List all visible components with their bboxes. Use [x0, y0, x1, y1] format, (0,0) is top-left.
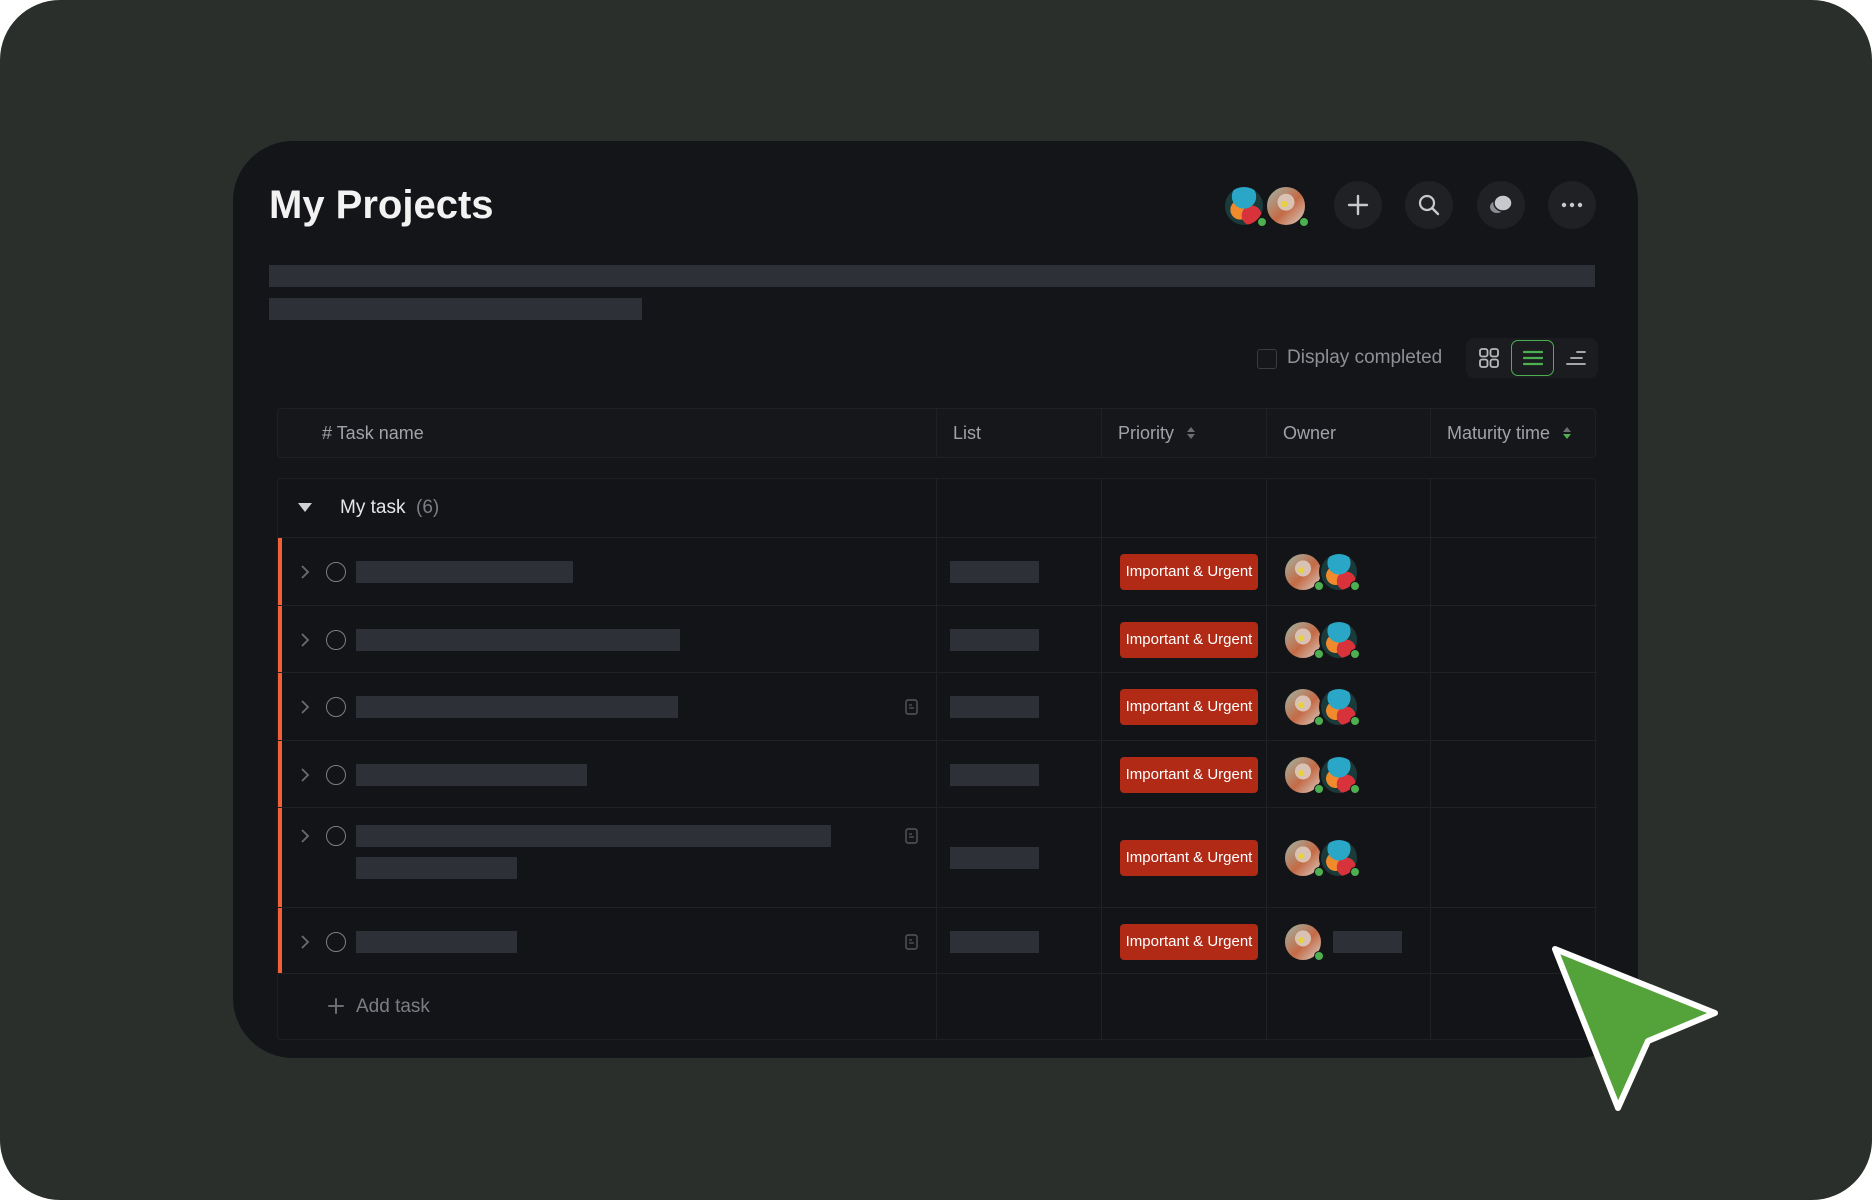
- task-row[interactable]: Important & Urgent: [278, 672, 1597, 740]
- owner-avatar[interactable]: [1283, 687, 1324, 727]
- owner-avatar[interactable]: [1319, 619, 1360, 660]
- owner-avatar[interactable]: [1319, 754, 1360, 795]
- owner-name-placeholder: [1333, 930, 1402, 953]
- sort-icon[interactable]: [1185, 425, 1197, 441]
- plus-icon: [328, 998, 344, 1014]
- priority-badge[interactable]: Important & Urgent: [1120, 689, 1258, 725]
- search-icon: [1418, 194, 1440, 216]
- complete-task-checkbox[interactable]: [326, 562, 346, 582]
- owner-avatar[interactable]: [1319, 687, 1360, 727]
- owner-avatar[interactable]: [1283, 619, 1324, 660]
- chat-button[interactable]: [1477, 181, 1525, 229]
- chevron-right-icon[interactable]: [300, 934, 310, 950]
- display-completed-label[interactable]: Display completed: [1287, 347, 1443, 368]
- owner-avatar[interactable]: [1319, 838, 1360, 878]
- description-placeholder: [269, 298, 642, 320]
- priority-badge[interactable]: Important & Urgent: [1120, 621, 1258, 658]
- task-name-placeholder[interactable]: [356, 696, 678, 718]
- add-button[interactable]: [1334, 181, 1382, 229]
- task-row[interactable]: Important & Urgent: [278, 740, 1597, 807]
- complete-task-checkbox[interactable]: [326, 764, 346, 785]
- view-switcher: [1466, 338, 1598, 378]
- sort-icon[interactable]: [1561, 425, 1573, 441]
- task-name-placeholder[interactable]: [356, 930, 517, 953]
- task-table: My task (6) Important & Urgent Important …: [277, 478, 1597, 1040]
- owner-avatar[interactable]: [1283, 552, 1324, 592]
- list-placeholder: [950, 763, 1039, 786]
- chevron-right-icon[interactable]: [300, 767, 310, 783]
- task-name-placeholder[interactable]: [356, 561, 573, 583]
- list-placeholder: [950, 930, 1039, 953]
- gantt-view-button[interactable]: [1555, 340, 1597, 376]
- group-color-marker: [278, 537, 282, 974]
- note-icon: [905, 699, 918, 715]
- grid-view-button[interactable]: [1468, 340, 1510, 376]
- gantt-icon: [1566, 351, 1586, 365]
- add-task-row[interactable]: Add task: [278, 973, 1597, 1040]
- column-owner[interactable]: Owner: [1266, 409, 1336, 457]
- column-maturity-label: Maturity time: [1447, 423, 1551, 443]
- chevron-right-icon[interactable]: [300, 564, 310, 580]
- add-task-label: Add task: [356, 996, 430, 1017]
- task-name-placeholder[interactable]: [356, 628, 680, 651]
- complete-task-checkbox[interactable]: [326, 931, 346, 952]
- grid-icon: [1479, 348, 1499, 368]
- chat-icon: [1490, 194, 1513, 213]
- search-button[interactable]: [1405, 181, 1453, 229]
- owner-avatar[interactable]: [1283, 921, 1324, 962]
- task-row[interactable]: Important & Urgent: [278, 907, 1597, 974]
- note-icon: [905, 828, 918, 844]
- page-title: My Projects: [269, 183, 494, 227]
- list-placeholder: [950, 847, 1039, 869]
- owner-avatar[interactable]: [1283, 838, 1324, 878]
- chevron-right-icon[interactable]: [300, 699, 310, 715]
- task-row[interactable]: Important & Urgent: [278, 537, 1597, 605]
- list-placeholder: [950, 696, 1039, 718]
- group-my-task[interactable]: My task (6): [278, 479, 936, 537]
- column-maturity-time[interactable]: Maturity time: [1430, 409, 1597, 457]
- more-icon: [1561, 202, 1583, 208]
- chevron-right-icon[interactable]: [300, 828, 310, 844]
- column-task-name[interactable]: # Task name: [322, 423, 424, 443]
- complete-task-checkbox[interactable]: [326, 826, 346, 846]
- list-icon: [1522, 350, 1543, 366]
- task-name-placeholder[interactable]: [356, 763, 587, 786]
- group-count: (6): [416, 497, 440, 518]
- complete-task-checkbox[interactable]: [326, 629, 346, 650]
- table-header: # Task name List Priority Owner Maturity…: [277, 408, 1596, 458]
- column-priority-label: Priority: [1118, 423, 1175, 443]
- priority-badge[interactable]: Important & Urgent: [1120, 923, 1258, 960]
- caret-down-icon[interactable]: [298, 503, 312, 513]
- task-row[interactable]: Important & Urgent: [278, 605, 1597, 672]
- description-placeholder: [269, 265, 1595, 287]
- owner-avatar[interactable]: [1319, 552, 1360, 592]
- note-icon: [905, 933, 918, 950]
- list-placeholder: [950, 561, 1039, 583]
- task-name-placeholder[interactable]: [356, 825, 831, 847]
- priority-badge[interactable]: Important & Urgent: [1120, 840, 1258, 876]
- owner-avatar[interactable]: [1283, 754, 1324, 795]
- list-view-button[interactable]: [1511, 340, 1554, 376]
- collaborator-avatar[interactable]: [1265, 185, 1309, 227]
- list-placeholder: [950, 628, 1039, 651]
- column-list[interactable]: List: [936, 409, 981, 457]
- task-name-placeholder[interactable]: [356, 857, 517, 879]
- project-window: My Projects Display completed # Task nam…: [233, 141, 1638, 1058]
- priority-badge[interactable]: Important & Urgent: [1120, 554, 1258, 590]
- priority-badge[interactable]: Important & Urgent: [1120, 756, 1258, 793]
- column-priority[interactable]: Priority: [1101, 409, 1266, 457]
- complete-task-checkbox[interactable]: [326, 697, 346, 717]
- plus-icon: [1347, 194, 1369, 216]
- collaborator-avatar[interactable]: [1223, 185, 1267, 227]
- group-name: My task: [340, 497, 406, 518]
- chevron-right-icon[interactable]: [300, 632, 310, 648]
- display-completed-checkbox[interactable]: [1257, 349, 1277, 369]
- more-button[interactable]: [1548, 181, 1596, 229]
- task-row[interactable]: Important & Urgent: [278, 807, 1597, 907]
